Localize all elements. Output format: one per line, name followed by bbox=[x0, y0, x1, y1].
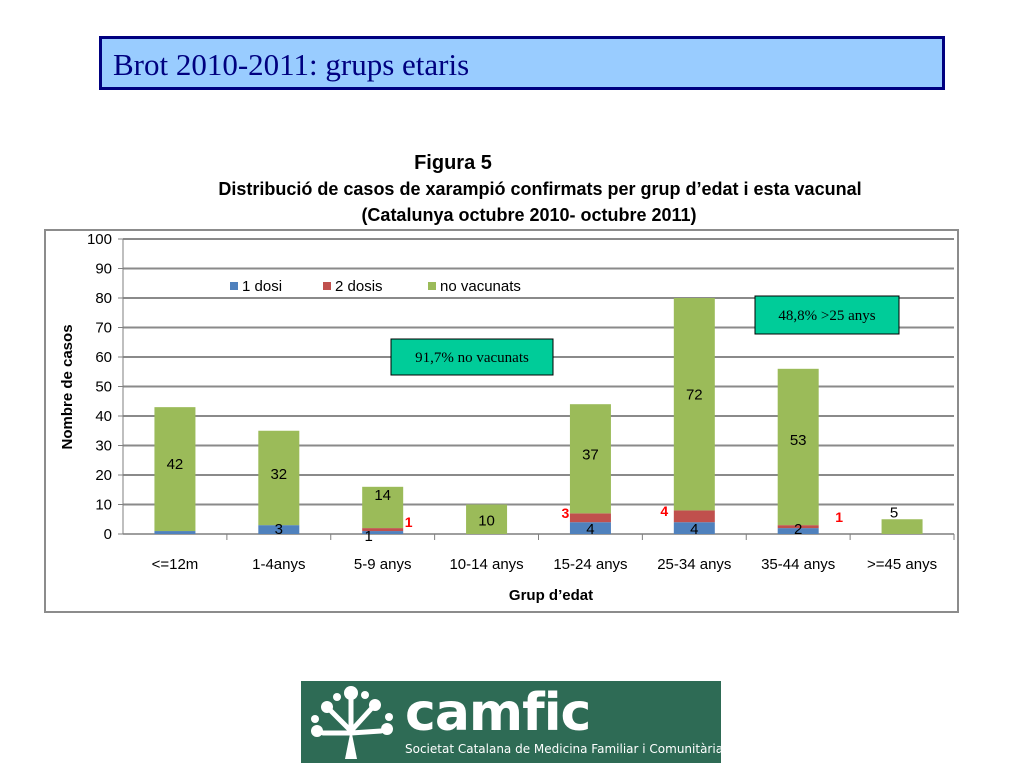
tree-logo-icon bbox=[311, 686, 393, 759]
bar-segment bbox=[673, 510, 715, 523]
x-tick-label: 1-4anys bbox=[252, 556, 305, 573]
bar-segment bbox=[881, 519, 923, 534]
data-label: 1 bbox=[835, 509, 843, 525]
x-axis-title: Grup d’edat bbox=[509, 587, 593, 604]
x-tick-label: 35-44 anys bbox=[761, 556, 835, 573]
y-tick-label: 100 bbox=[87, 231, 112, 248]
logo-subtitle: Societat Catalana de Medicina Familiar i… bbox=[405, 742, 724, 756]
legend-entry: 2 dosis bbox=[335, 278, 383, 295]
x-tick-label: 15-24 anys bbox=[553, 556, 627, 573]
x-tick-label: >=45 anys bbox=[867, 556, 937, 573]
y-tick-label: 10 bbox=[95, 497, 112, 514]
data-label: 32 bbox=[270, 466, 287, 483]
data-label: 53 bbox=[790, 432, 807, 449]
annotation-box bbox=[754, 295, 900, 335]
data-label: 3 bbox=[275, 521, 283, 538]
bar-segment bbox=[777, 525, 819, 529]
bar-segment bbox=[777, 368, 819, 526]
data-label: 2 bbox=[794, 521, 802, 538]
bar-segment bbox=[673, 298, 715, 511]
bar-segment bbox=[569, 404, 611, 514]
data-label: 37 bbox=[582, 446, 599, 463]
y-tick-label: 90 bbox=[95, 261, 112, 278]
data-label: 4 bbox=[586, 521, 594, 538]
bar-segment bbox=[569, 522, 611, 534]
data-label: 4 bbox=[690, 521, 698, 538]
annotation-box bbox=[390, 338, 554, 376]
figure-period: (Catalunya octubre 2010- octubre 2011) bbox=[361, 205, 697, 225]
data-label: 1 bbox=[365, 528, 373, 545]
data-label: 72 bbox=[686, 387, 703, 404]
legend-entry: 1 dosi bbox=[242, 278, 282, 295]
data-label: 42 bbox=[167, 456, 184, 473]
bar-segment bbox=[362, 486, 404, 529]
annotation-text: 48,8% >25 anys bbox=[778, 308, 875, 324]
bar-segment bbox=[673, 522, 715, 534]
bar-segment bbox=[258, 430, 300, 526]
y-axis-title: Nombre de casos bbox=[59, 324, 76, 449]
bar-segment bbox=[362, 528, 404, 532]
x-tick-label: 25-34 anys bbox=[657, 556, 731, 573]
data-label: 5 bbox=[890, 504, 898, 521]
y-tick-label: 30 bbox=[95, 438, 112, 455]
bar-segment bbox=[154, 531, 196, 534]
bar-segment bbox=[569, 513, 611, 523]
bar-segment bbox=[154, 407, 196, 532]
bar-segment bbox=[466, 504, 508, 534]
figure-description: Distribució de casos de xarampió confirm… bbox=[218, 179, 862, 199]
legend-swatch bbox=[230, 282, 238, 290]
data-label: 1 bbox=[405, 514, 413, 530]
data-label: 14 bbox=[374, 487, 391, 504]
data-label: 4 bbox=[660, 503, 668, 519]
y-tick-label: 80 bbox=[95, 290, 112, 307]
camfic-logo: camfic Societat Catalana de Medicina Fam… bbox=[301, 681, 724, 763]
logo-name: camfic bbox=[405, 683, 591, 743]
y-tick-label: 20 bbox=[95, 467, 112, 484]
figure-number: Figura 5 bbox=[414, 152, 492, 174]
data-label: 3 bbox=[562, 505, 570, 521]
stacked-bar-chart: 0 10 20 30 40 50 60 70 80 90 100 <=12m 1-4anys 5-9 an… bbox=[44, 229, 959, 613]
bar-segment bbox=[258, 525, 300, 534]
legend-swatch bbox=[428, 282, 436, 290]
legend-swatch bbox=[323, 282, 331, 290]
data-label: 10 bbox=[478, 512, 495, 529]
bar-segment bbox=[362, 531, 404, 534]
bar-segment bbox=[777, 528, 819, 534]
x-tick-label: <=12m bbox=[152, 556, 199, 573]
slide-title: Brot 2010-2011: grups etaris bbox=[99, 36, 945, 90]
legend-entry: no vacunats bbox=[440, 278, 521, 295]
y-tick-label: 0 bbox=[104, 526, 112, 543]
annotation-text: 91,7% no vacunats bbox=[415, 350, 529, 366]
y-tick-label: 40 bbox=[95, 408, 112, 425]
x-tick-label: 5-9 anys bbox=[354, 556, 412, 573]
y-tick-label: 60 bbox=[95, 349, 112, 366]
x-tick-label: 10-14 anys bbox=[449, 556, 523, 573]
y-tick-label: 70 bbox=[95, 320, 112, 337]
y-tick-label: 50 bbox=[95, 379, 112, 396]
